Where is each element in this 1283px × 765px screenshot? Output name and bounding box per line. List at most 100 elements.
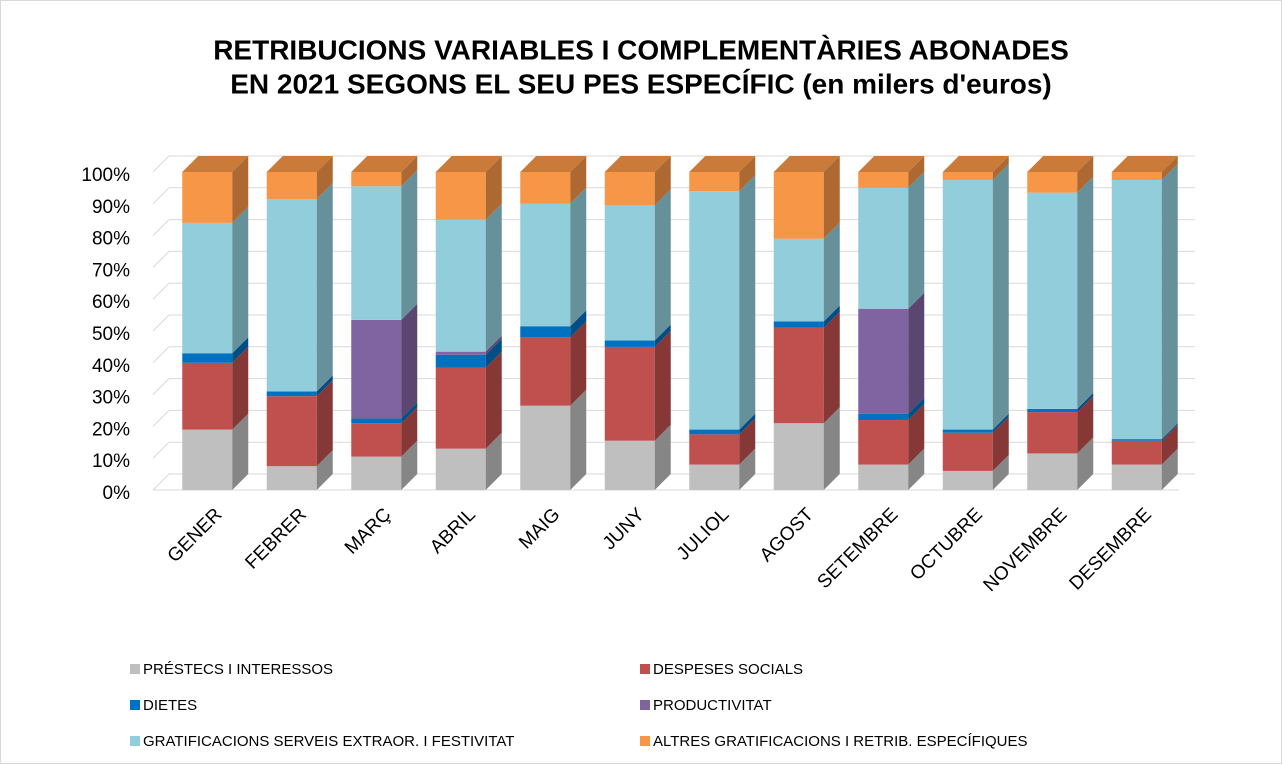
- bar-segment: [1111, 179, 1162, 440]
- bar-top: [351, 156, 418, 172]
- grid-line: [152, 155, 170, 173]
- bar-segment: [182, 362, 233, 430]
- bar-segment: [689, 429, 740, 435]
- bar-segment: [1111, 464, 1162, 490]
- bar-segment: [435, 367, 486, 449]
- bar-side: [570, 187, 587, 327]
- bar-side: [908, 404, 925, 465]
- chart-title: EN 2021 SEGONS EL SEU PES ESPECÍFIC (en …: [230, 68, 1052, 99]
- bar-stack: [858, 156, 925, 490]
- bar-segment: [266, 391, 317, 397]
- bar-segment: [266, 396, 317, 467]
- bar-segment: [858, 187, 909, 309]
- bar-segment: [182, 429, 233, 490]
- bar-segment: [1111, 439, 1162, 441]
- legend-label: DESPESES SOCIALS: [653, 661, 803, 678]
- y-tick-label: 50%: [92, 324, 130, 345]
- bar-segment: [266, 199, 317, 392]
- bar-segment: [689, 434, 740, 465]
- legend-label: GRATIFICACIONS SERVEIS EXTRAOR. I FESTIV…: [143, 733, 514, 750]
- bar-side: [570, 156, 587, 204]
- legend-swatch: [130, 736, 140, 746]
- bar-side: [1161, 448, 1178, 490]
- bar-side: [908, 292, 925, 414]
- bar-segment: [604, 340, 655, 347]
- bar-segment: [351, 186, 402, 320]
- bar-segment: [351, 456, 402, 490]
- bar-stack: [182, 156, 249, 490]
- bar-side: [316, 183, 333, 392]
- bar-segment: [773, 238, 824, 322]
- bar-segment: [1027, 412, 1078, 454]
- y-tick-label: 20%: [92, 419, 130, 440]
- bar-side: [1161, 156, 1178, 180]
- grid-line: [152, 473, 170, 491]
- bar-side: [823, 222, 840, 322]
- legend-swatch: [640, 700, 650, 710]
- grid-line: [152, 187, 170, 205]
- bar-stack: [1111, 156, 1178, 490]
- bar-top: [182, 156, 249, 172]
- legend-label: PRODUCTIVITAT: [653, 697, 772, 714]
- chart-title: RETRIBUCIONS VARIABLES I COMPLEMENTÀRIES…: [213, 34, 1069, 65]
- bar-side: [739, 418, 756, 465]
- bar-side: [823, 407, 840, 490]
- y-tick-label: 100%: [81, 165, 130, 186]
- bar-stack: [520, 156, 587, 490]
- bar-top: [1027, 156, 1094, 172]
- legend-label: PRÉSTECS I INTERESSOS: [143, 661, 333, 678]
- bar-segment: [520, 326, 571, 338]
- bar-segment: [773, 321, 824, 328]
- bar-segment: [942, 172, 993, 180]
- y-tick-label: 0%: [103, 483, 131, 504]
- bar-segment: [1027, 172, 1078, 193]
- bar-segment: [1027, 192, 1078, 409]
- bar-side: [908, 171, 925, 309]
- bar-segment: [858, 413, 909, 421]
- bar-segment: [604, 205, 655, 341]
- legend-label: DIETES: [143, 697, 197, 714]
- bar-segment: [942, 470, 993, 490]
- bar-side: [401, 156, 418, 187]
- bar-top: [942, 156, 1009, 172]
- bar-side: [401, 407, 418, 457]
- bar-top: [858, 156, 925, 172]
- bar-segment: [773, 172, 824, 239]
- bar-stack: [604, 156, 671, 490]
- bar-side: [316, 380, 333, 467]
- bar-segment: [689, 464, 740, 490]
- bar-side: [232, 337, 249, 363]
- bar-side: [485, 432, 502, 490]
- legend-swatch: [640, 736, 650, 746]
- legend-swatch: [640, 664, 650, 674]
- legend-swatch: [130, 700, 140, 710]
- bar-segment: [858, 420, 909, 465]
- grid-line: [152, 378, 170, 395]
- bar-segment: [182, 353, 233, 363]
- bar-segment: [858, 308, 909, 414]
- bar-segment: [266, 466, 317, 490]
- bar-segment: [604, 346, 655, 441]
- bar-side: [232, 346, 249, 430]
- bar-segment: [351, 172, 402, 187]
- bar-side: [992, 416, 1009, 471]
- bar-side: [316, 375, 333, 397]
- bar-side: [654, 324, 671, 347]
- bar-segment: [1027, 453, 1078, 490]
- bar-top: [266, 156, 333, 172]
- bar-side: [654, 189, 671, 341]
- y-tick-label: 40%: [92, 356, 130, 377]
- bar-side: [823, 156, 840, 239]
- bar-top: [689, 156, 756, 172]
- bar-side: [908, 397, 925, 421]
- legend-label: ALTRES GRATIFICACIONS I RETRIB. ESPECÍFI…: [653, 733, 1028, 750]
- bar-side: [1077, 396, 1094, 454]
- bar-segment: [858, 464, 909, 490]
- y-tick-label: 30%: [92, 388, 130, 409]
- bar-top: [435, 156, 502, 172]
- bar-side: [908, 448, 925, 490]
- bar-stack: [773, 156, 840, 490]
- bar-segment: [689, 191, 740, 430]
- bar-segment: [435, 219, 486, 352]
